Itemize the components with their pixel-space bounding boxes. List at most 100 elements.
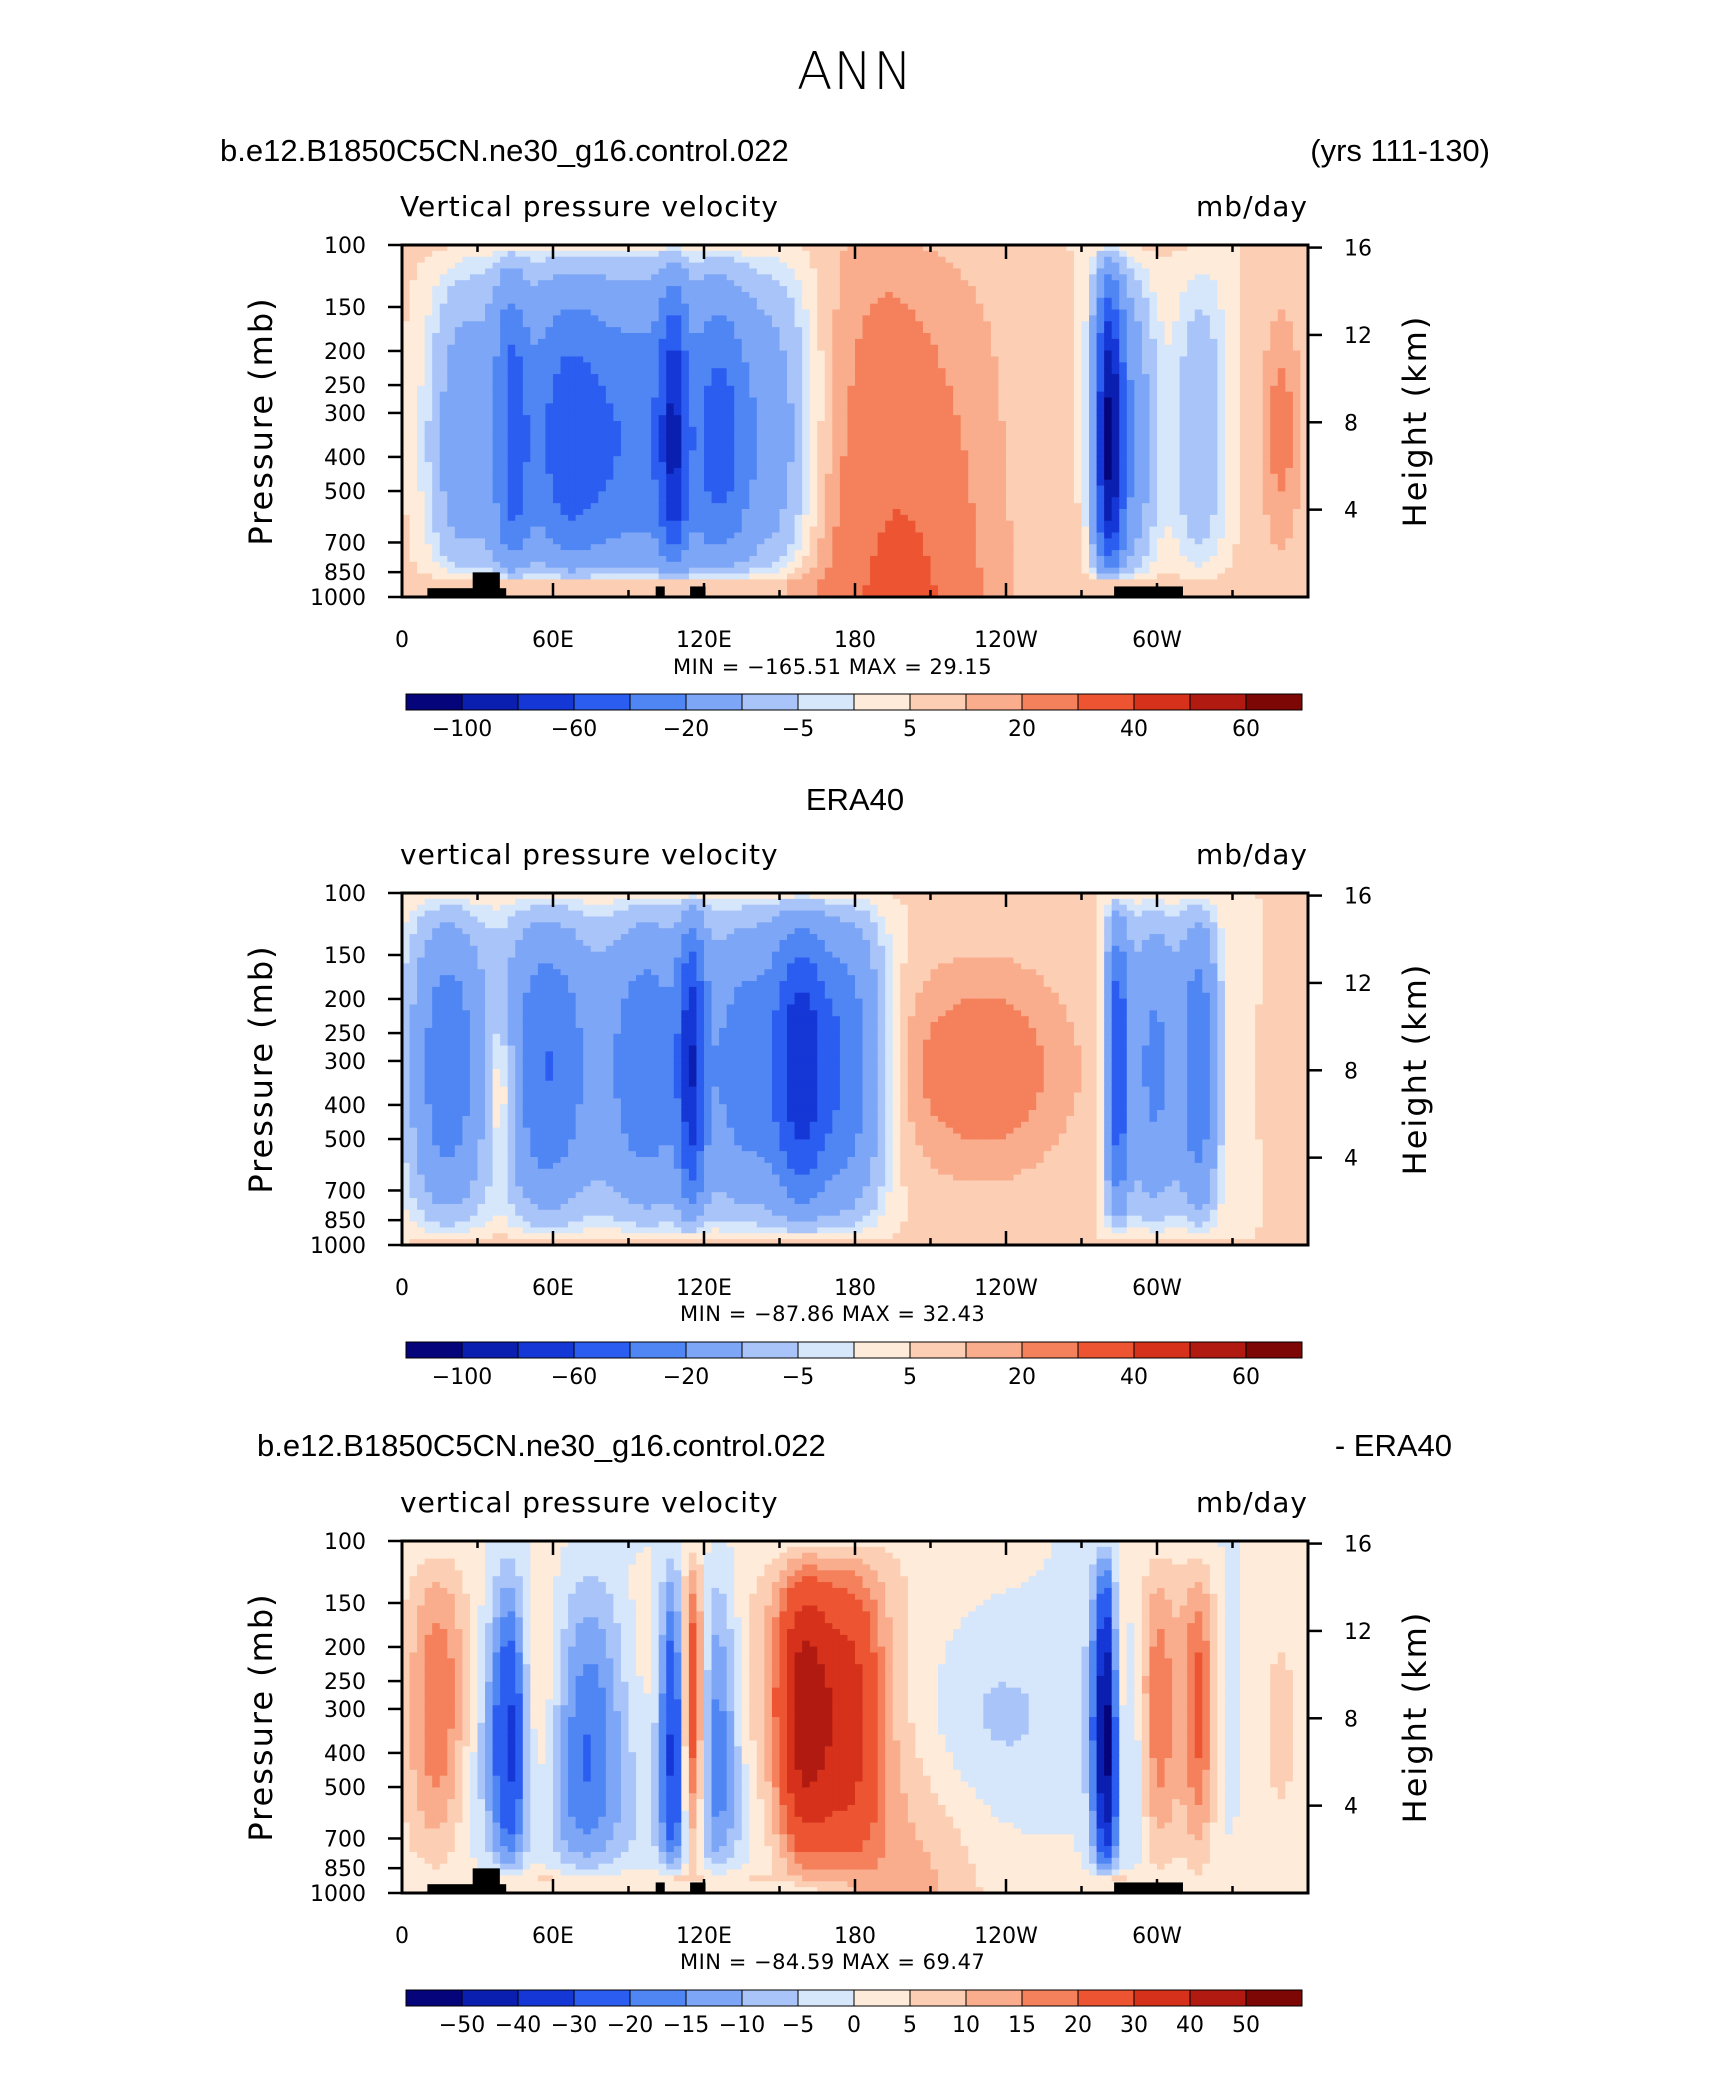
heatmap-cell [817,385,826,393]
heatmap-cell [802,503,811,510]
heatmap-cell [1013,256,1022,264]
heatmap-cell [439,479,448,487]
heatmap-cell [953,497,962,504]
heatmap-cell [560,550,569,557]
heatmap-cell [454,532,463,539]
heatmap-cell [968,385,977,393]
heatmap-cell [492,321,501,328]
heatmap-cell [847,374,856,381]
heatmap-cell [847,356,856,363]
heatmap-cell [877,256,886,264]
heatmap-cell [402,538,411,545]
heatmap-cell [485,421,494,428]
heatmap-cell [704,356,713,363]
heatmap-cell [975,438,984,446]
heatmap-cell [696,526,705,534]
heatmap-cell [922,291,932,299]
heatmap-cell [794,262,803,270]
heatmap-cell [817,561,826,569]
heatmap-cell [726,497,735,504]
heatmap-cell [870,333,879,340]
heatmap-cell [741,350,750,358]
heatmap-cell [628,403,637,410]
heatmap-cell [756,409,765,416]
heatmap-cell [613,526,622,534]
heatmap-cell [968,397,977,404]
heatmap-cell [975,473,984,481]
heatmap-cell [726,344,735,352]
heatmap-cell [666,579,675,586]
heatmap-cell [809,403,818,410]
heatmap-cell [575,444,584,451]
heatmap-cell [839,286,849,293]
heatmap-cell [462,250,471,258]
heatmap-cell [892,274,901,281]
heatmap-cell [568,403,577,410]
heatmap-cell [1013,467,1022,475]
heatmap-cell [462,368,471,375]
heatmap-cell [636,544,645,551]
heatmap-cell [885,426,894,434]
heatmap-cell [975,338,984,346]
heatmap-cell [764,514,773,522]
heatmap-cell [696,432,705,440]
heatmap-cell [907,526,916,534]
heatmap-cell [688,291,698,299]
heatmap-cell [915,479,924,487]
heatmap-cell [485,415,494,422]
heatmap-cell [938,421,947,428]
heatmap-cell [847,473,856,481]
heatmap-cell [975,274,984,281]
heatmap-cell [537,327,547,334]
heatmap-cell [771,297,781,305]
heatmap-cell [802,532,811,539]
heatmap-cell [658,379,667,387]
heatmap-cell [862,256,871,264]
heatmap-cell [704,291,713,299]
heatmap-cell [824,321,833,328]
heatmap-cell [417,321,426,328]
heatmap-cell [447,555,456,563]
heatmap-cell [696,561,705,569]
heatmap-cell [832,497,841,504]
heatmap-cell [628,268,637,275]
heatmap-cell [998,385,1007,393]
heatmap-cell [432,473,441,481]
heatmap-cell [462,315,471,322]
heatmap-cell [734,374,743,381]
heatmap-cell [620,391,630,399]
heatmap-cell [809,291,818,299]
heatmap-cell [454,421,463,428]
heatmap-cell [598,256,607,264]
heatmap-cell [553,432,562,440]
heatmap-cell [719,262,728,270]
heatmap-cell [651,462,660,469]
heatmap-cell [605,385,614,393]
heatmap-cell [500,473,509,481]
heatmap-cell [877,286,886,293]
heatmap-cell [537,497,547,504]
heatmap-cell [990,538,1000,545]
heatmap-cell [787,344,796,352]
heatmap-cell [500,280,509,287]
heatmap-cell [409,368,418,375]
heatmap-cell [454,503,463,510]
heatmap-cell [605,350,614,358]
heatmap-cell [832,368,841,375]
heatmap-cell [711,297,720,305]
heatmap-cell [522,426,531,434]
heatmap-cell [651,561,660,569]
heatmap-cell [575,409,584,416]
heatmap-cell [432,573,441,580]
heatmap-cell [628,532,637,539]
heatmap-cell [892,356,901,363]
heatmap-cell [613,344,622,352]
heatmap-cell [832,303,841,311]
heatmap-cell [756,573,765,580]
heatmap-cell [877,467,886,475]
heatmap-cell [711,456,720,463]
heatmap-cell [636,280,645,287]
heatmap-cell [832,514,841,522]
heatmap-cell [417,538,426,545]
heatmap-cell [794,391,803,399]
